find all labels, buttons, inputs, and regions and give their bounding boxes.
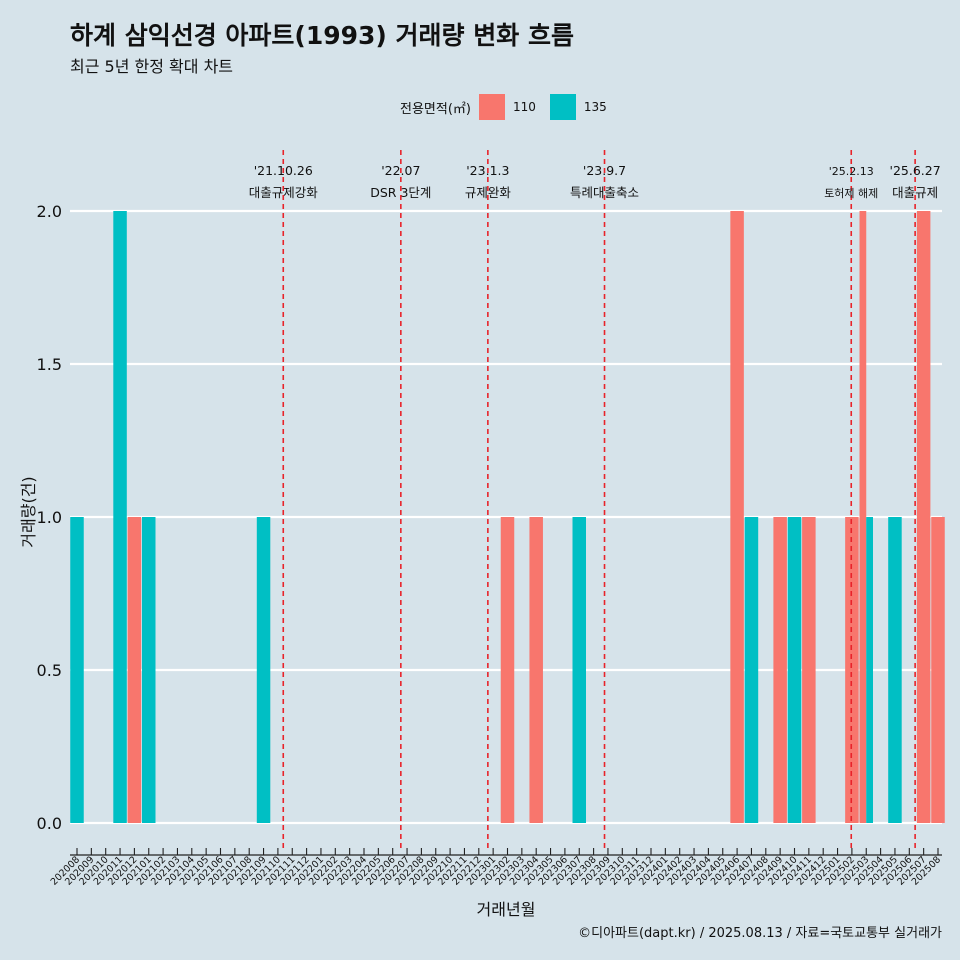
y-tick-label: 0.0: [37, 814, 62, 833]
legend-swatch-110: [478, 94, 505, 120]
bar-110-202502: [845, 517, 859, 823]
event-label: 특례대출축소: [570, 185, 639, 200]
event-date-label: '25.6.27: [890, 163, 941, 178]
bar-110-202302: [500, 517, 515, 823]
bar-135-202109: [256, 517, 271, 823]
chart-subtitle: 최근 5년 한정 확대 차트: [70, 57, 234, 76]
event-date-label: '23.9.7: [583, 163, 626, 178]
legend-label-110: 110: [512, 100, 536, 114]
caption: ©디아파트(dapt.kr) / 2025.08.13 / 자료=국토교통부 실…: [578, 926, 942, 941]
axes: 0.00.51.01.52.02020082020092020102020112…: [19, 202, 943, 919]
bar-110-202304: [529, 517, 543, 823]
bars: [70, 211, 945, 823]
bar-135-202101: [142, 517, 156, 823]
y-tick-label: 1.0: [37, 508, 62, 527]
y-tick-label: 1.5: [37, 355, 62, 374]
bar-135-202407: [744, 517, 759, 823]
event-date-label: '22.07: [381, 163, 420, 178]
legend-swatch-135: [549, 94, 576, 120]
y-axis-title: 거래량(건): [19, 476, 38, 547]
bar-135-202410: [787, 517, 802, 823]
event-date-label: '21.10.26: [254, 163, 313, 178]
event-label: 대출규제: [892, 185, 938, 200]
bar-135-202011: [113, 211, 127, 823]
bar-110-202012: [127, 517, 142, 823]
x-axis-title: 거래년월: [477, 900, 536, 919]
event-label: DSR 3단계: [370, 185, 431, 200]
event-date-label: '25.2.13: [829, 165, 874, 178]
y-tick-label: 0.5: [37, 661, 62, 680]
legend: 전용면적(㎡) 110 135: [400, 93, 621, 121]
bar-135-202307: [572, 517, 586, 823]
legend-label-135: 135: [583, 100, 607, 114]
bar-110-202406: [730, 211, 744, 823]
bar-110-202508: [931, 517, 945, 823]
chart-title: 하계 삼익선경 아파트(1993) 거래량 변화 흐름: [70, 21, 574, 50]
bar-135-202505: [888, 517, 902, 823]
y-tick-label: 2.0: [37, 202, 62, 221]
event-label: 토허제 해제: [824, 186, 878, 200]
bar-110-202503: [859, 211, 867, 823]
event-label: 규제완화: [465, 185, 512, 200]
bar-110-202409: [773, 517, 787, 823]
event-markers: '21.10.26 대출규제강화 '22.07 DSR 3단계 '23.1.3 규제완화 '…: [249, 150, 941, 848]
bar-110-202507: [916, 211, 931, 823]
legend-title: 전용면적(㎡): [400, 101, 471, 117]
bar-135-202008: [70, 517, 84, 823]
bar-135-202503: [866, 517, 873, 823]
event-label: 대출규제강화: [249, 185, 319, 200]
bar-110-202411: [802, 517, 816, 823]
event-date-label: '23.1.3: [466, 163, 509, 178]
